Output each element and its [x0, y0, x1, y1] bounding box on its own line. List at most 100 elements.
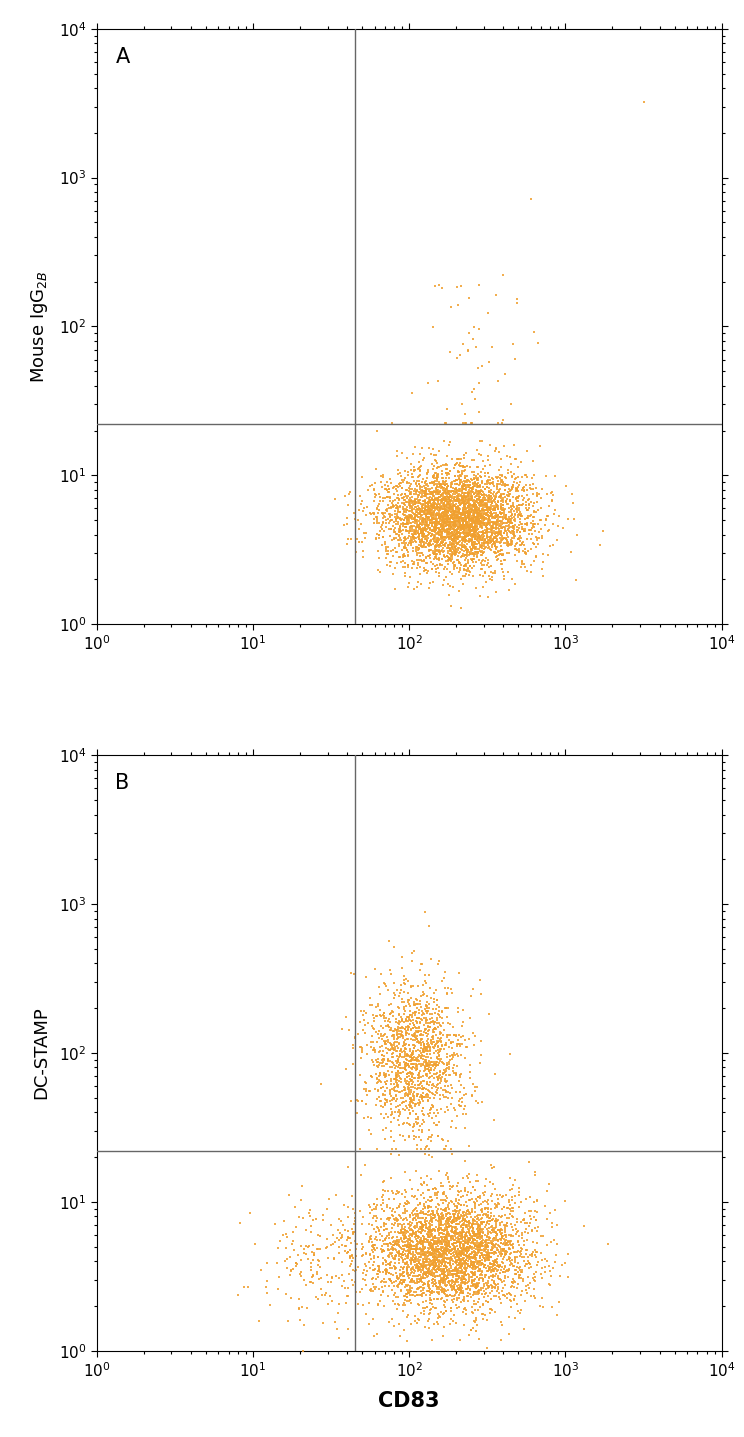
Point	[514, 1302, 526, 1325]
Point	[458, 477, 470, 500]
Point	[417, 530, 429, 553]
Point	[433, 1012, 445, 1035]
Point	[490, 440, 501, 463]
Point	[503, 507, 515, 530]
Point	[414, 513, 426, 536]
Point	[311, 1263, 323, 1286]
Point	[405, 1050, 417, 1073]
Point	[467, 1230, 479, 1253]
Point	[363, 1213, 375, 1236]
Point	[455, 555, 466, 578]
Point	[428, 527, 440, 550]
Point	[407, 1039, 419, 1062]
Point	[512, 489, 524, 512]
Point	[521, 513, 533, 536]
Point	[417, 559, 429, 582]
Point	[406, 1270, 418, 1293]
Point	[458, 1252, 470, 1275]
Point	[399, 1234, 411, 1257]
Point	[497, 1239, 509, 1262]
Point	[427, 997, 439, 1020]
Point	[487, 529, 498, 552]
Point	[392, 1209, 404, 1232]
Point	[421, 1073, 433, 1096]
Point	[431, 514, 443, 537]
Point	[440, 1219, 452, 1242]
Point	[405, 1313, 417, 1336]
Point	[446, 1109, 458, 1132]
Point	[464, 1232, 476, 1255]
Point	[473, 502, 485, 525]
Point	[374, 1102, 386, 1125]
Point	[460, 1201, 472, 1224]
Point	[387, 545, 399, 568]
Point	[448, 506, 460, 529]
Point	[407, 1040, 419, 1063]
Point	[427, 506, 439, 529]
Point	[504, 520, 516, 543]
Point	[356, 1293, 368, 1316]
Point	[452, 1206, 464, 1229]
Point	[400, 487, 412, 510]
Point	[446, 527, 458, 550]
Point	[439, 1227, 451, 1250]
Point	[428, 1262, 440, 1285]
Point	[385, 1119, 397, 1142]
Point	[422, 1039, 434, 1062]
Point	[423, 1257, 434, 1280]
Point	[424, 489, 436, 512]
Point	[491, 474, 503, 497]
Point	[428, 1101, 440, 1124]
Point	[412, 1277, 424, 1300]
Point	[424, 509, 436, 532]
Point	[436, 1246, 448, 1269]
Point	[388, 1106, 400, 1129]
Point	[435, 1188, 447, 1211]
Point	[472, 509, 484, 532]
Point	[441, 1187, 453, 1210]
Point	[443, 575, 455, 598]
Point	[455, 464, 467, 487]
Point	[430, 1253, 442, 1276]
Point	[415, 1029, 427, 1052]
Point	[493, 497, 504, 520]
Point	[440, 997, 452, 1020]
Point	[513, 1256, 525, 1279]
Point	[489, 533, 501, 556]
Point	[406, 500, 418, 523]
Point	[426, 510, 437, 533]
Point	[492, 520, 504, 543]
Point	[371, 1194, 383, 1217]
Point	[408, 520, 420, 543]
Point	[471, 1223, 483, 1246]
Point	[417, 1276, 429, 1299]
Point	[442, 1216, 454, 1239]
Point	[312, 1237, 324, 1260]
Point	[392, 1027, 404, 1050]
Point	[498, 516, 510, 539]
Point	[530, 1266, 542, 1289]
Point	[517, 532, 529, 555]
Point	[487, 483, 498, 506]
Point	[447, 522, 459, 545]
Point	[467, 1275, 479, 1298]
Point	[423, 539, 434, 562]
Point	[389, 1068, 401, 1091]
Point	[484, 480, 496, 503]
Point	[375, 1095, 387, 1118]
Point	[504, 1200, 516, 1223]
Point	[373, 539, 385, 562]
Point	[489, 1249, 501, 1272]
Point	[399, 1219, 411, 1242]
Point	[532, 332, 544, 355]
Point	[430, 513, 442, 536]
Point	[485, 517, 497, 540]
Point	[426, 503, 438, 526]
Point	[439, 486, 451, 509]
Point	[452, 1277, 464, 1300]
Point	[399, 1033, 411, 1056]
Point	[462, 1262, 474, 1285]
Point	[439, 512, 451, 535]
Point	[463, 1210, 475, 1233]
Point	[359, 1013, 371, 1036]
